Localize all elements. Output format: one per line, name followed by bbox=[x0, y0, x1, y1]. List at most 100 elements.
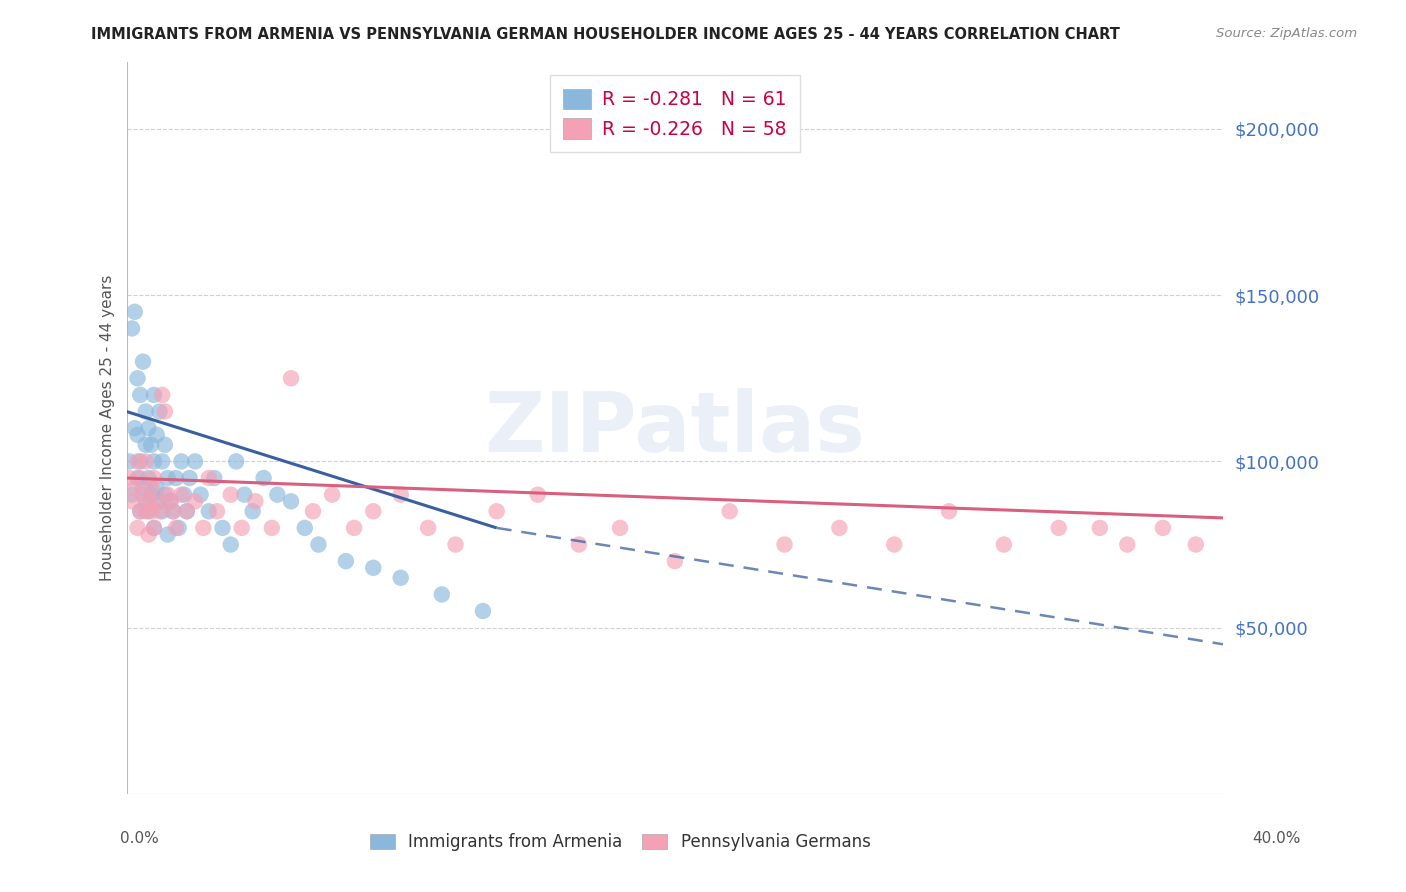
Point bbox=[197, 504, 219, 518]
Point bbox=[211, 521, 233, 535]
Point bbox=[145, 494, 167, 508]
Point bbox=[150, 388, 173, 402]
Point bbox=[1047, 521, 1070, 535]
Point bbox=[389, 488, 412, 502]
Point bbox=[165, 521, 187, 535]
Point bbox=[219, 537, 242, 551]
Text: Source: ZipAtlas.com: Source: ZipAtlas.com bbox=[1216, 27, 1357, 40]
Point bbox=[121, 321, 143, 335]
Point bbox=[159, 494, 181, 508]
Point bbox=[1152, 521, 1174, 535]
Point bbox=[260, 521, 283, 535]
Point bbox=[159, 494, 181, 508]
Point bbox=[138, 471, 160, 485]
Point bbox=[883, 537, 905, 551]
Point bbox=[664, 554, 686, 568]
Point bbox=[162, 504, 184, 518]
Point bbox=[121, 494, 143, 508]
Point bbox=[150, 504, 173, 518]
Point bbox=[219, 488, 242, 502]
Point bbox=[141, 504, 163, 518]
Point bbox=[1116, 537, 1139, 551]
Point bbox=[138, 504, 160, 518]
Point bbox=[150, 454, 173, 468]
Point bbox=[124, 421, 146, 435]
Point bbox=[527, 488, 550, 502]
Point bbox=[138, 421, 160, 435]
Point bbox=[828, 521, 851, 535]
Point bbox=[233, 488, 256, 502]
Point bbox=[141, 438, 163, 452]
Point bbox=[321, 488, 343, 502]
Point bbox=[143, 521, 166, 535]
Point bbox=[242, 504, 264, 518]
Point bbox=[170, 454, 193, 468]
Point bbox=[773, 537, 796, 551]
Point bbox=[343, 521, 366, 535]
Point bbox=[568, 537, 591, 551]
Point bbox=[245, 494, 267, 508]
Point bbox=[132, 354, 155, 368]
Point bbox=[231, 521, 253, 535]
Point bbox=[302, 504, 325, 518]
Point bbox=[138, 494, 160, 508]
Point bbox=[938, 504, 960, 518]
Point bbox=[225, 454, 247, 468]
Point bbox=[153, 404, 176, 418]
Point bbox=[148, 404, 170, 418]
Point bbox=[127, 454, 149, 468]
Point bbox=[124, 481, 146, 495]
Point bbox=[143, 388, 166, 402]
Point bbox=[127, 471, 149, 485]
Point bbox=[1088, 521, 1111, 535]
Point bbox=[280, 371, 302, 385]
Point bbox=[193, 521, 215, 535]
Point bbox=[308, 537, 330, 551]
Point bbox=[118, 471, 141, 485]
Point bbox=[472, 604, 495, 618]
Point bbox=[184, 494, 207, 508]
Legend: Immigrants from Armenia, Pennsylvania Germans: Immigrants from Armenia, Pennsylvania Ge… bbox=[370, 833, 870, 851]
Point bbox=[129, 454, 152, 468]
Point bbox=[156, 527, 179, 541]
Point bbox=[444, 537, 467, 551]
Point bbox=[176, 504, 198, 518]
Point bbox=[141, 488, 163, 502]
Text: IMMIGRANTS FROM ARMENIA VS PENNSYLVANIA GERMAN HOUSEHOLDER INCOME AGES 25 - 44 Y: IMMIGRANTS FROM ARMENIA VS PENNSYLVANIA … bbox=[91, 27, 1121, 42]
Point bbox=[148, 504, 170, 518]
Text: 0.0%: 0.0% bbox=[120, 831, 159, 846]
Point bbox=[156, 488, 179, 502]
Point bbox=[430, 587, 453, 601]
Point bbox=[143, 521, 166, 535]
Point bbox=[190, 488, 212, 502]
Point bbox=[363, 504, 385, 518]
Point bbox=[129, 388, 152, 402]
Point bbox=[118, 454, 141, 468]
Point bbox=[294, 521, 316, 535]
Text: ZIPatlas: ZIPatlas bbox=[485, 388, 865, 468]
Point bbox=[266, 488, 288, 502]
Point bbox=[129, 504, 152, 518]
Point bbox=[135, 404, 157, 418]
Point bbox=[280, 494, 302, 508]
Point bbox=[176, 504, 198, 518]
Point bbox=[153, 488, 176, 502]
Point bbox=[179, 471, 201, 485]
Point bbox=[143, 454, 166, 468]
Point bbox=[202, 471, 225, 485]
Point bbox=[138, 527, 160, 541]
Point bbox=[135, 494, 157, 508]
Point bbox=[148, 494, 170, 508]
Point bbox=[609, 521, 631, 535]
Point bbox=[335, 554, 357, 568]
Point bbox=[165, 471, 187, 485]
Point bbox=[124, 305, 146, 319]
Point bbox=[145, 427, 167, 442]
Point bbox=[418, 521, 440, 535]
Point bbox=[485, 504, 508, 518]
Point bbox=[156, 471, 179, 485]
Point bbox=[1185, 537, 1208, 551]
Point bbox=[170, 488, 193, 502]
Point bbox=[184, 454, 207, 468]
Point bbox=[127, 371, 149, 385]
